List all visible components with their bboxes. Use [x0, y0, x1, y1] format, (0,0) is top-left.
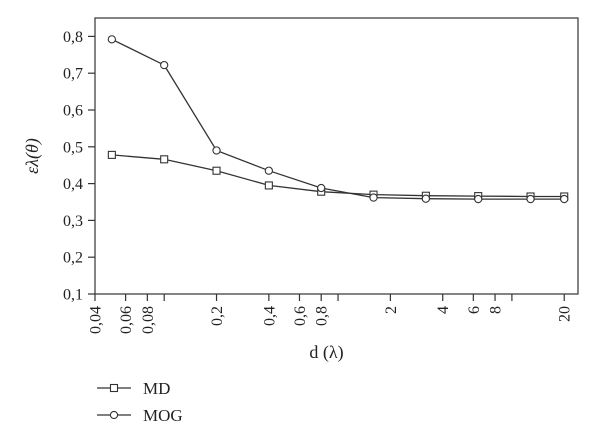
legend-label-md: MD — [143, 379, 170, 398]
y-tick-label: 0,2 — [63, 250, 83, 267]
y-tick-label: 0,1 — [63, 287, 83, 304]
y-tick-label: 0,3 — [63, 213, 83, 230]
axes — [94, 17, 579, 295]
x-tick-label: 2 — [383, 306, 400, 314]
data-point-mog — [317, 183, 326, 193]
x-tick-label: 0,4 — [261, 306, 278, 326]
data-point-md — [212, 166, 221, 175]
data-point-mog — [160, 60, 169, 70]
plot-frame — [94, 17, 579, 295]
data-point-mog — [560, 194, 569, 204]
data-point-mog — [369, 193, 378, 202]
x-tick-label: 0,06 — [118, 306, 135, 334]
series-line-md — [111, 154, 565, 198]
x-tick-label: 0,08 — [140, 306, 157, 334]
x-axis-ticks: 0,04 0,06 0,08 0,2 0,4 0,6 0,8 2 4 6 8 20 — [88, 294, 574, 334]
x-tick-label: 4 — [435, 306, 452, 314]
x-axis-label: d (λ) — [309, 342, 343, 363]
series-group — [107, 35, 569, 204]
data-point-mog — [474, 194, 483, 204]
y-tick-label: 0,6 — [63, 103, 83, 120]
data-point-mog — [264, 166, 274, 175]
y-axis-ticks: 0,1 0,2 0,3 0,4 0,5 0,6 0,7 0,8 — [63, 29, 95, 304]
y-tick-label: 0,8 — [63, 29, 83, 46]
data-point-md — [160, 155, 169, 164]
x-tick-label: 0,04 — [88, 306, 105, 334]
y-tick-label: 0,4 — [63, 176, 83, 193]
x-tick-label: 0,2 — [209, 306, 226, 326]
x-tick-label: 0,6 — [292, 306, 309, 326]
data-point-mog — [421, 194, 431, 203]
y-axis-label: ελ(θ) — [22, 138, 43, 174]
y-tick-label: 0,5 — [63, 139, 83, 156]
x-tick-label: 20 — [557, 306, 574, 322]
series-line-mog — [111, 38, 565, 200]
legend-marker-square — [109, 383, 119, 393]
data-point-md — [264, 181, 273, 190]
data-point-mog — [212, 146, 221, 155]
legend-marker-circle — [109, 410, 119, 420]
data-point-mog — [107, 35, 116, 44]
x-tick-label: 0,8 — [314, 306, 331, 326]
data-point-md — [107, 150, 116, 159]
legend-label-mog: MOG — [143, 406, 183, 425]
legend: MD MOG — [97, 379, 183, 425]
x-tick-label: 6 — [466, 306, 483, 314]
y-tick-label: 0,7 — [63, 66, 83, 83]
x-tick-label: 8 — [488, 306, 505, 314]
data-point-mog — [526, 194, 535, 204]
